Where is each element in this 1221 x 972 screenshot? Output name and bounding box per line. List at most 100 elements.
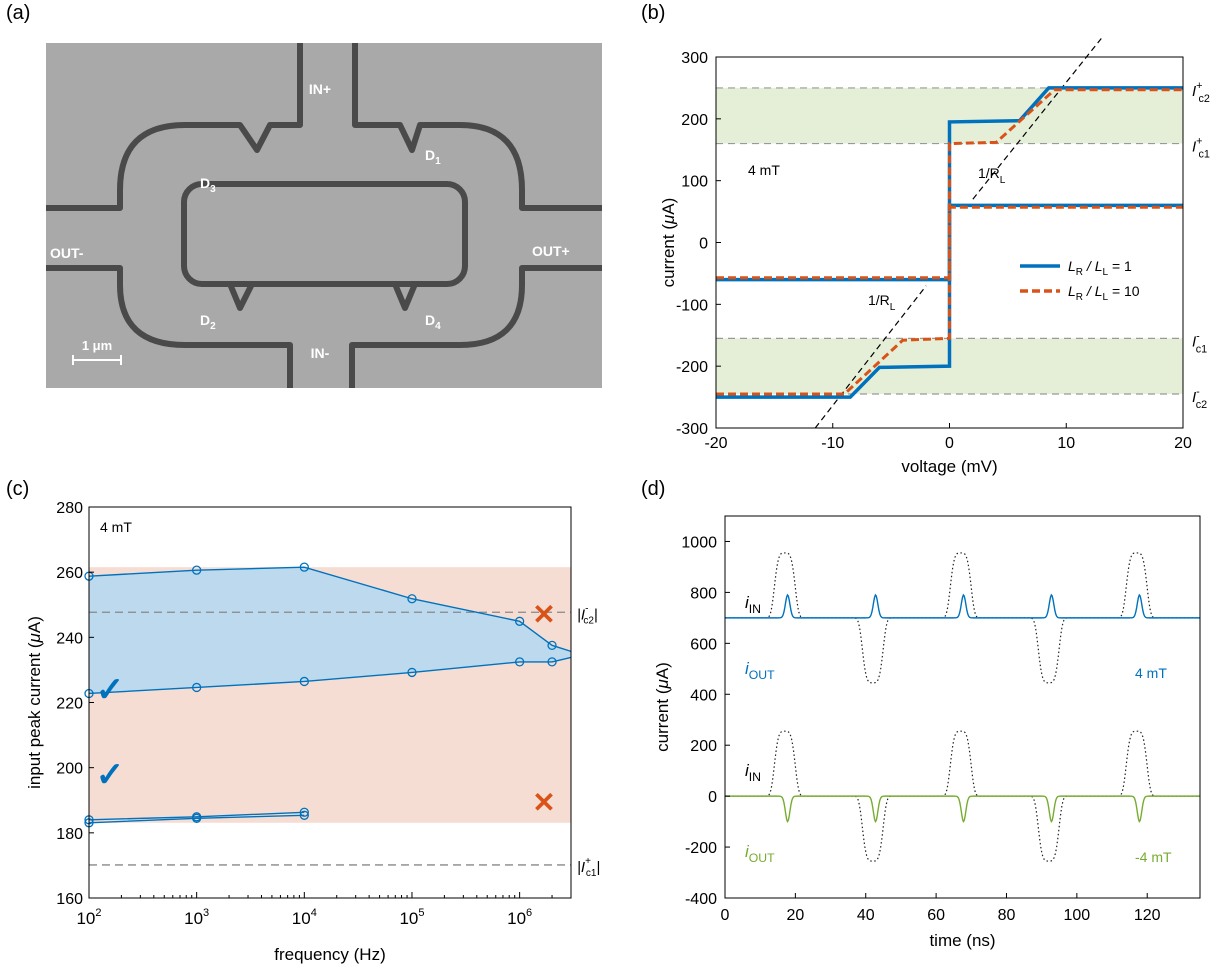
small-upper-series-point (299, 807, 309, 817)
x-tick-label: 10 (1057, 435, 1075, 452)
y-tick-label: -200 (685, 840, 717, 857)
lower-output-trace (725, 795, 1200, 823)
y-tick-label: 800 (690, 585, 717, 602)
panel-b-label: (b) (641, 2, 666, 24)
scale-bar (72, 355, 122, 365)
series-1-segment-0 (716, 88, 1183, 280)
label-in-minus: IN- (311, 345, 330, 361)
y-tick-label: 300 (681, 50, 708, 67)
x-tick-label: 20 (1174, 435, 1192, 452)
x-tick-label: 105 (399, 907, 424, 928)
upper-series-point (407, 594, 417, 604)
label-in-plus: IN+ (309, 81, 331, 97)
y-tick-label: 200 (56, 761, 83, 778)
small-upper-series-line (88, 811, 305, 821)
upper-series-line (88, 566, 572, 653)
label-d4: D4 (425, 312, 441, 332)
y-tick-label: 180 (56, 826, 83, 843)
lower-series-point (407, 667, 417, 678)
cross-mark-lower: ✕ (532, 787, 555, 818)
x-tick-label: -10 (821, 435, 844, 452)
lower-series-point (192, 682, 202, 693)
legend-label-0: LR / LL = 1 (1068, 258, 1132, 278)
scale-bar-label: 1 μm (82, 338, 112, 353)
small-lower-series-point (192, 813, 202, 823)
label-d1: D1 (425, 147, 441, 167)
field-annotation: 4 mT (100, 519, 132, 535)
lower-field-annotation: -4 mT (1135, 849, 1172, 865)
working-region (89, 567, 571, 694)
upper-output-trace (725, 593, 1200, 619)
slope-guide-upper (972, 38, 1102, 200)
slope-guide-lower (814, 285, 927, 429)
x-tick-label: 60 (927, 907, 945, 924)
y-tick-label: 100 (681, 174, 708, 191)
check-mark-lower: ✓ (96, 756, 125, 794)
x-tick-label: 103 (184, 907, 209, 928)
y-tick-label: -200 (676, 359, 708, 376)
slope-label-lower: 1/RL (868, 292, 896, 313)
threshold-label-2: I-c1 (1192, 330, 1207, 355)
upper-series-point (299, 562, 309, 572)
upper-input-label: iIN (745, 593, 761, 616)
lower-series-line (88, 656, 572, 695)
series-1-segment-1 (716, 205, 1183, 396)
plot-frame (724, 515, 1201, 899)
y-tick-label: 600 (690, 636, 717, 653)
check-mark-upper: ✓ (96, 671, 125, 709)
x-tick-label: 40 (857, 907, 875, 924)
threshold-label-1: |I+ c1| (577, 856, 600, 879)
label-out-plus: OUT+ (532, 243, 570, 259)
upper-output-label: iOUT (745, 659, 775, 682)
upper-series-point (514, 616, 525, 626)
y-tick-label: -400 (685, 891, 717, 908)
threshold-label-0: I+ c2 (1192, 80, 1210, 105)
slope-label-upper: 1/RL (978, 165, 1006, 186)
y-tick-label: 0 (699, 236, 708, 253)
lower-series-point (547, 657, 557, 667)
y-tick-label: 160 (56, 891, 83, 908)
threshold-label-3: I-c2 (1192, 386, 1207, 411)
x-tick-label: 104 (292, 907, 317, 928)
x-tick-label: 0 (721, 907, 730, 924)
x-tick-label: 20 (786, 907, 804, 924)
label-d2: D2 (200, 312, 216, 332)
panel-a-label: (a) (6, 2, 31, 24)
x-tick-label: -20 (704, 435, 727, 452)
x-tick-label: 120 (1134, 907, 1161, 924)
y-tick-label: 220 (56, 696, 83, 713)
chart-d: 0 20 40 60 80 100 120 1000 800 600 400 200 0 -200 -400… (653, 515, 1201, 950)
x-tick-label: 0 (945, 435, 954, 452)
lower-output-label: iOUT (745, 842, 775, 865)
lower-series-point (299, 676, 309, 687)
label-out-minus: OUT- (50, 245, 84, 261)
y-tick-label: 260 (56, 565, 83, 582)
panel-c-label: (c) (6, 478, 30, 500)
y-tick-label: 280 (56, 500, 83, 517)
y-tick-label: 240 (56, 630, 83, 647)
y-tick-label: 200 (681, 112, 708, 129)
series-0-segment-0 (716, 86, 1183, 282)
threshold-label-0: |I-c2| (577, 603, 598, 626)
y-tick-label: 200 (690, 738, 717, 755)
legend-label-1: LR / LL = 10 (1068, 283, 1140, 303)
cross-mark-upper: ✕ (532, 599, 555, 630)
y-tick-label: 1000 (681, 534, 717, 551)
micrograph-trenches (46, 43, 602, 388)
chart-b: -20 -10 0 10 203002001000-100-200-300voltage… (659, 38, 1210, 476)
micrograph: IN+ IN- OUT- OUT+ D3 D1 D2 D4 1 μm (46, 43, 602, 388)
y-tick-label: -100 (676, 297, 708, 314)
panel-d-label: (d) (641, 478, 666, 500)
small-lower-series-point (299, 810, 309, 820)
x-axis-label: voltage (mV) (901, 457, 997, 476)
chart-c: |I-c2| |I+ c1| 102 103 104 105 106 280 260 240 220 2… (25, 500, 600, 964)
threshold-label-1: I+ c1 (1192, 136, 1210, 161)
field-annotation: 4 mT (748, 162, 780, 178)
upper-field-annotation: 4 mT (1135, 665, 1167, 681)
x-tick-label: 106 (507, 907, 532, 928)
y-tick-label: 400 (690, 687, 717, 704)
x-tick-label: 80 (998, 907, 1016, 924)
lower-series-point (514, 657, 525, 667)
y-axis-label: input peak current (μA) (25, 616, 44, 789)
